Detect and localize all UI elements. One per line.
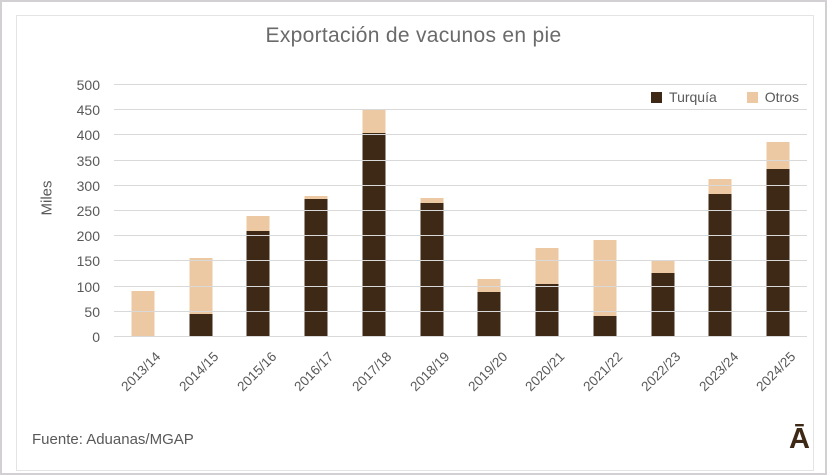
bar-segment-turqua	[477, 291, 501, 337]
category-2021-22: 2021/22	[576, 85, 634, 394]
bar-segment-turqua	[189, 314, 213, 337]
bar-segment-turqua	[246, 231, 270, 337]
bar-stack	[766, 141, 790, 337]
bar-segment-otros	[535, 248, 559, 285]
y-tick-label: 100	[76, 278, 100, 295]
y-tick-label: 500	[76, 77, 100, 93]
bar-segment-turqua	[535, 284, 559, 337]
bar-stack	[420, 198, 444, 337]
y-tick-label: 350	[76, 152, 100, 169]
bar-segment-otros	[708, 178, 732, 194]
legend-item-turqua: Turquía	[651, 89, 717, 105]
bar-stack	[362, 109, 386, 337]
gridline	[114, 210, 807, 211]
bars-container: 2013/14 2014/15 2015/16 2016/17 2017/18 2018/…	[114, 85, 807, 394]
gridline	[114, 109, 807, 111]
bar-stack	[246, 216, 270, 337]
y-tick-label: 150	[76, 253, 100, 270]
bar-segment-turqua	[304, 199, 328, 337]
plot-area: 2013/14 2014/15 2015/16 2016/17 2017/18 2018/…	[77, 77, 807, 394]
source-note: Fuente: Aduanas/MGAP	[32, 431, 194, 448]
bar-segment-otros	[362, 109, 386, 133]
category-2019-20: 2019/20	[461, 85, 519, 394]
bar-segment-turqua	[593, 315, 617, 337]
bar-segment-otros	[246, 216, 270, 232]
y-axis-title: Miles	[38, 180, 56, 216]
bar-segment-otros	[766, 141, 790, 170]
category-2015-16: 2015/16	[230, 85, 288, 394]
legend-item-otros: Otros	[746, 89, 799, 105]
category-2018-19: 2018/19	[403, 85, 461, 394]
gridline	[114, 336, 807, 337]
chart-title: Exportación de vacunos en pie	[265, 24, 562, 47]
bar-stack	[477, 279, 501, 337]
category-2022-23: 2022/23	[634, 85, 692, 394]
y-tick-label: 450	[76, 102, 100, 119]
bar-segment-otros	[477, 279, 501, 292]
gridline	[114, 84, 807, 85]
y-tick-label: 0	[92, 329, 100, 345]
bar-segment-otros	[131, 290, 155, 337]
bar-segment-otros	[593, 240, 617, 316]
gridline	[114, 159, 807, 161]
legend: Turquía Otros	[647, 88, 803, 106]
category-2023-24: 2023/24	[692, 85, 750, 394]
y-tick-label: 50	[84, 303, 100, 320]
y-tick-label: 400	[76, 127, 100, 144]
legend-label: Turquía	[669, 89, 717, 105]
gridline	[114, 184, 807, 186]
y-tick-label: 300	[76, 177, 100, 194]
legend-swatch	[651, 91, 663, 103]
bar-segment-turqua	[708, 193, 732, 337]
y-tick-label: 250	[76, 203, 100, 219]
bar-segment-turqua	[651, 273, 675, 337]
bar-segment-otros	[651, 259, 675, 273]
bar-stack	[131, 290, 155, 337]
bar-segment-turqua	[420, 203, 444, 337]
bar-segment-turqua	[766, 169, 790, 337]
logo: Ā	[789, 423, 810, 455]
category-2024-25: 2024/25	[749, 85, 807, 394]
category-2013-14: 2013/14	[114, 85, 172, 394]
category-2014-15: 2014/15	[172, 85, 230, 394]
bar-stack	[189, 258, 213, 337]
category-2016-17: 2016/17	[287, 85, 345, 394]
bar-stack	[304, 196, 328, 337]
bar-stack	[651, 259, 675, 337]
bar-stack	[535, 248, 559, 337]
bar-segment-otros	[420, 198, 444, 204]
gridline	[114, 260, 807, 262]
gridline	[114, 285, 807, 287]
bar-stack	[593, 240, 617, 337]
legend-label: Otros	[764, 89, 799, 105]
gridline	[114, 310, 807, 312]
category-2017-18: 2017/18	[345, 85, 403, 394]
gridline	[114, 134, 807, 136]
category-2020-21: 2020/21	[518, 85, 576, 394]
y-tick-label: 200	[76, 228, 100, 245]
bar-segment-otros	[304, 196, 328, 200]
legend-swatch	[746, 91, 758, 103]
gridline	[114, 235, 807, 237]
bar-stack	[708, 178, 732, 337]
